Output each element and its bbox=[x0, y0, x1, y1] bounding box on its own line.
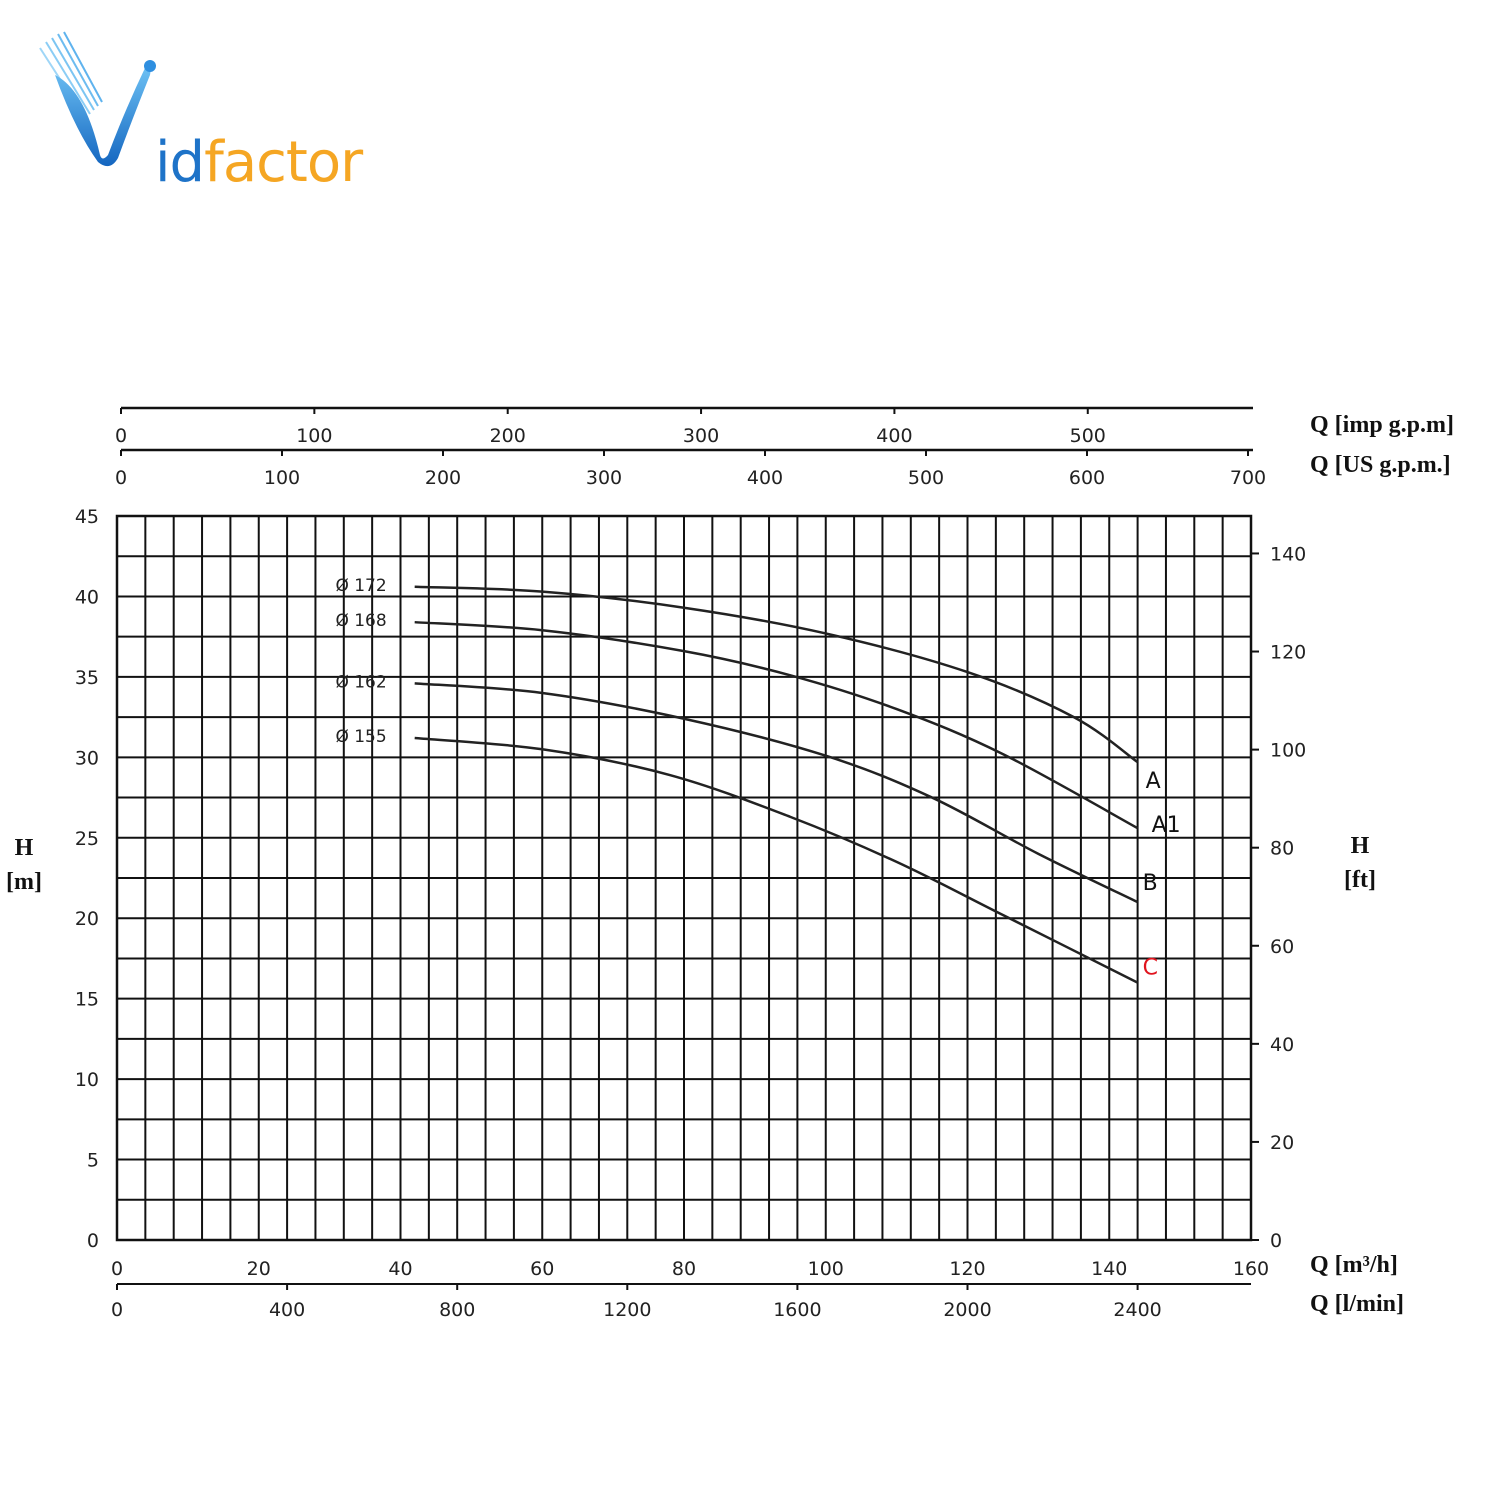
y-tick-label-ft: 140 bbox=[1270, 543, 1306, 565]
curve-end-label: C bbox=[1143, 956, 1158, 981]
x-tick-label-m3h: 20 bbox=[247, 1258, 271, 1280]
curve-diameter-label: Ø 155 bbox=[335, 727, 386, 747]
y-tick-label-m: 45 bbox=[75, 506, 99, 528]
curve-a1 bbox=[414, 620, 1139, 830]
logo-text-factor: factor bbox=[204, 130, 363, 195]
x-tick-label-lmin: 800 bbox=[439, 1299, 475, 1321]
x-tick-label-m3h: 0 bbox=[111, 1258, 123, 1280]
x-tick-label-lmin: 0 bbox=[111, 1299, 123, 1321]
y-tick-label-m: 20 bbox=[75, 908, 99, 930]
x-tick-label-lmin: 1600 bbox=[773, 1299, 821, 1321]
x-tick-label-m3h: 120 bbox=[949, 1258, 985, 1280]
x-tick-label-m3h: 160 bbox=[1233, 1258, 1269, 1280]
x-tick-label-imp-gpm: 0 bbox=[115, 425, 127, 447]
curve-b bbox=[414, 682, 1139, 904]
y-tick-label-m: 25 bbox=[75, 828, 99, 850]
x-tick-label-m3h: 40 bbox=[388, 1258, 412, 1280]
curve-a bbox=[414, 585, 1139, 764]
curve-diameter-label: Ø 168 bbox=[335, 611, 386, 631]
y-tick-label-ft: 60 bbox=[1270, 936, 1294, 958]
bottom-axis-m3h-label: Q [m³/h] bbox=[1310, 1252, 1398, 1278]
axis-title-symbol: H bbox=[1351, 833, 1370, 859]
x-tick-label-us-gpm: 300 bbox=[586, 467, 622, 489]
x-tick-label-us-gpm: 0 bbox=[115, 467, 127, 489]
bottom-axis-lmin-label: Q [l/min] bbox=[1310, 1291, 1404, 1317]
chart-curves: Ø 172 A Ø 168 A1 Ø 162 B Ø 155 C bbox=[335, 576, 1181, 984]
left-axis-label: H [m] bbox=[6, 835, 42, 895]
x-tick-label-imp-gpm: 100 bbox=[296, 425, 332, 447]
y-tick-label-ft: 0 bbox=[1270, 1230, 1282, 1252]
x-tick-label-m3h: 100 bbox=[808, 1258, 844, 1280]
x-tick-label-m3h: 80 bbox=[672, 1258, 696, 1280]
x-tick-label-lmin: 400 bbox=[269, 1299, 305, 1321]
x-tick-label-m3h: 140 bbox=[1091, 1258, 1127, 1280]
logo-wordmark: idfactor bbox=[155, 135, 363, 191]
y-tick-label-m: 5 bbox=[87, 1150, 99, 1172]
x-tick-label-us-gpm: 400 bbox=[747, 467, 783, 489]
logo-text-id: id bbox=[155, 130, 205, 195]
curve-end-label: A bbox=[1146, 769, 1161, 794]
x-tick-label-us-gpm: 700 bbox=[1230, 467, 1266, 489]
x-tick-label-lmin: 2000 bbox=[943, 1299, 991, 1321]
top-axis-us-gpm-label: Q [US g.p.m.] bbox=[1310, 452, 1451, 478]
y-tick-label-ft: 80 bbox=[1270, 838, 1294, 860]
x-tick-label-imp-gpm: 200 bbox=[490, 425, 526, 447]
curve-end-label: A1 bbox=[1152, 813, 1181, 838]
x-tick-label-lmin: 1200 bbox=[603, 1299, 651, 1321]
top-axis-imp-gpm-label: Q [imp g.p.m] bbox=[1310, 412, 1454, 438]
y-tick-label-m: 10 bbox=[75, 1069, 99, 1091]
x-tick-label-us-gpm: 500 bbox=[908, 467, 944, 489]
y-tick-label-m: 0 bbox=[87, 1230, 99, 1252]
right-axis-label: H [ft] bbox=[1344, 833, 1376, 893]
x-tick-label-us-gpm: 200 bbox=[425, 467, 461, 489]
axis-title-symbol: H bbox=[15, 835, 34, 861]
y-tick-label-ft: 40 bbox=[1270, 1034, 1294, 1056]
x-tick-label-us-gpm: 100 bbox=[264, 467, 300, 489]
x-tick-label-imp-gpm: 300 bbox=[683, 425, 719, 447]
chart-grid bbox=[115, 514, 1253, 1242]
chart-axes bbox=[117, 406, 1253, 1285]
logo-mark-icon bbox=[39, 31, 156, 167]
curve-c bbox=[414, 736, 1139, 984]
y-tick-label-ft: 100 bbox=[1270, 740, 1306, 762]
x-tick-label-imp-gpm: 400 bbox=[876, 425, 912, 447]
y-tick-label-m: 40 bbox=[75, 586, 99, 608]
x-tick-label-us-gpm: 600 bbox=[1069, 467, 1105, 489]
y-tick-label-m: 15 bbox=[75, 989, 99, 1011]
y-tick-label-m: 30 bbox=[75, 747, 99, 769]
vidfactor-logo: idfactor bbox=[30, 30, 390, 191]
x-tick-label-imp-gpm: 500 bbox=[1070, 425, 1106, 447]
chart-ticks: 0 5 10 15 20 25 30 35 40 45 0 20 40 60 80 100 120 140 0 20 4… bbox=[75, 408, 1306, 1321]
curve-diameter-label: Ø 172 bbox=[335, 576, 386, 596]
y-tick-label-ft: 20 bbox=[1270, 1132, 1294, 1154]
x-tick-label-lmin: 2400 bbox=[1113, 1299, 1161, 1321]
axis-title-unit: [m] bbox=[6, 869, 42, 895]
curve-diameter-label: Ø 162 bbox=[335, 672, 386, 692]
curve-end-label: B bbox=[1143, 871, 1158, 896]
y-tick-label-m: 35 bbox=[75, 667, 99, 689]
axis-title-unit: [ft] bbox=[1344, 867, 1376, 893]
plot-frame bbox=[115, 514, 1253, 1242]
y-tick-label-ft: 120 bbox=[1270, 642, 1306, 664]
x-tick-label-m3h: 60 bbox=[530, 1258, 554, 1280]
